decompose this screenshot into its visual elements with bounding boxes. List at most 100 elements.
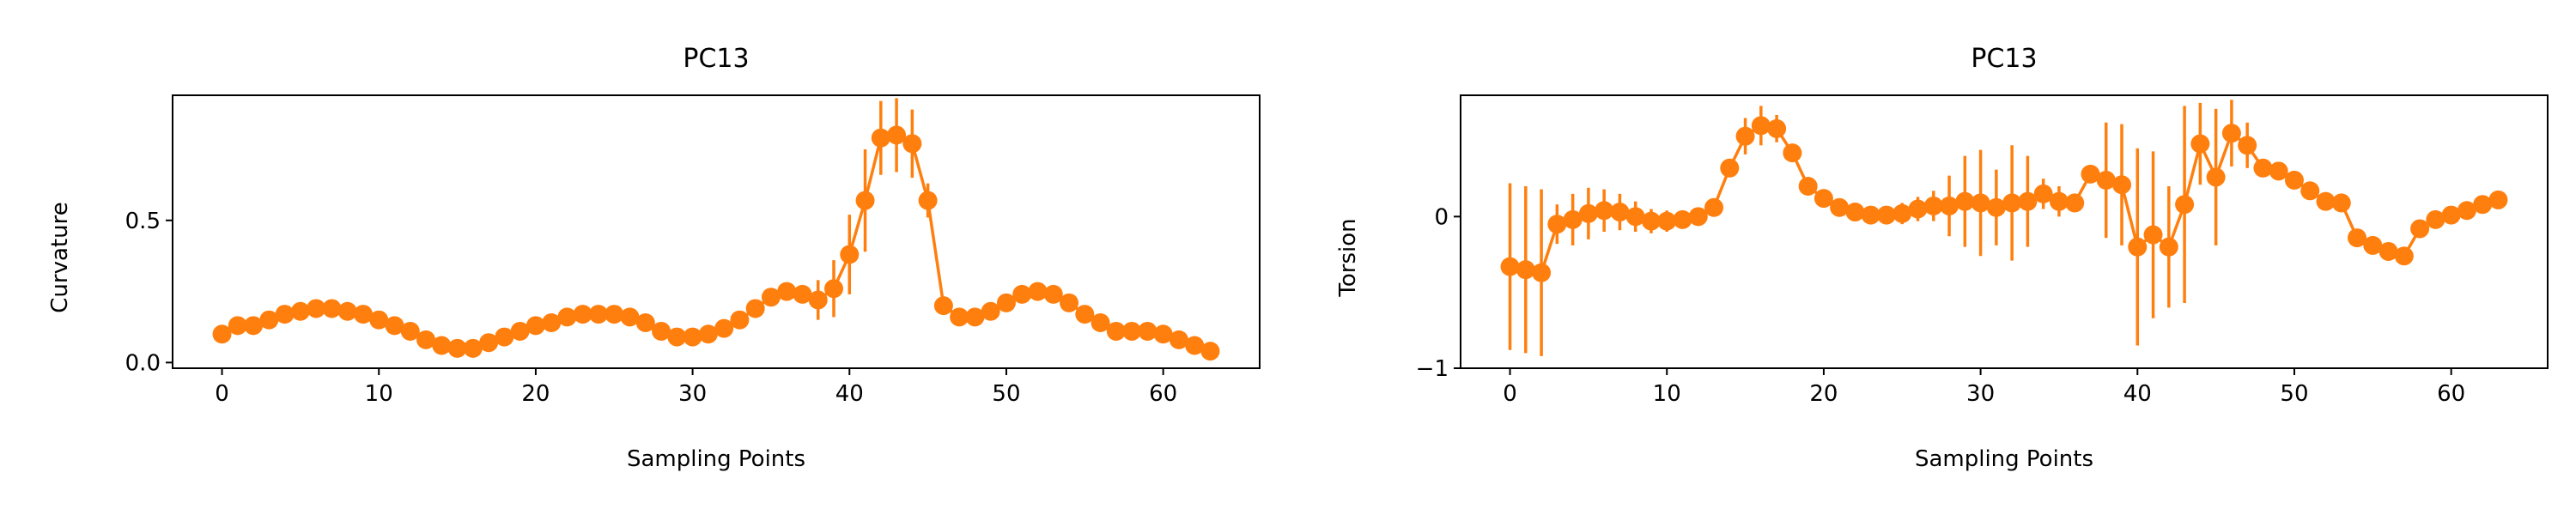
curvature-data-point <box>981 301 1000 321</box>
curvature-data-point <box>1060 293 1079 312</box>
curvature-data-point <box>824 279 844 299</box>
curvature-data-point <box>495 327 514 347</box>
torsion-data-point <box>1500 257 1520 276</box>
torsion-data-point <box>1704 197 1724 217</box>
torsion-data-point <box>1798 177 1818 196</box>
curvature-data-point <box>1122 321 1142 341</box>
curvature-data-point <box>1138 321 1157 341</box>
curvature-data-point <box>432 336 452 355</box>
torsion-x-axis-label: Sampling Points <box>1915 446 2093 472</box>
curvature-data-point <box>212 324 232 344</box>
curvature-data-point <box>1075 305 1095 324</box>
torsion-axis-ticks: 0 10 20 30 40 50 60 −1 0 <box>1416 204 2466 407</box>
curvature-data-point <box>1043 284 1063 304</box>
torsion-x-tick-label: 60 <box>2437 381 2465 407</box>
torsion-data-point <box>2049 191 2069 211</box>
torsion-data-point <box>2441 205 2461 225</box>
torsion-data-point <box>2033 184 2053 203</box>
curvature-data-point <box>275 305 295 324</box>
curvature-data-point <box>385 316 404 336</box>
torsion-data-point <box>2081 164 2100 184</box>
torsion-data-point <box>2457 201 2476 221</box>
curvature-data-point <box>322 299 342 318</box>
curvature-data-point <box>369 310 389 330</box>
curvature-y-tick-label: 0.5 <box>125 209 161 234</box>
torsion-data-point <box>1673 209 1692 229</box>
curvature-data-point <box>933 296 953 316</box>
torsion-data-point <box>1532 263 1552 282</box>
curvature-data-point <box>1185 336 1205 355</box>
curvature-data-point <box>745 299 765 318</box>
curvature-data-point <box>887 125 907 145</box>
torsion-data-point <box>2426 209 2445 229</box>
curvature-data-point <box>808 290 828 310</box>
torsion-data-point <box>1893 203 1912 223</box>
torsion-x-tick-label: 10 <box>1653 381 1681 407</box>
torsion-data-point <box>2363 235 2383 255</box>
torsion-data-point <box>2143 225 2163 245</box>
torsion-subplot: PC13 Sampling Points Torsion 0 10 20 30 40 50… <box>1335 44 2549 472</box>
torsion-data-point <box>1563 209 1583 229</box>
curvature-data-point <box>416 330 436 349</box>
torsion-data-point <box>1547 215 1567 234</box>
curvature-data-point <box>337 301 357 321</box>
torsion-data-point <box>2253 158 2273 178</box>
torsion-x-tick-label: 30 <box>1966 381 1995 407</box>
curvature-data-point <box>683 327 702 347</box>
torsion-data-point <box>1923 196 1943 215</box>
torsion-data-point <box>2112 175 2132 195</box>
curvature-subplot: PC13 Sampling Points Curvature 0 10 20 30 40… <box>47 44 1261 472</box>
torsion-x-tick-label: 20 <box>1809 381 1838 407</box>
torsion-plot-title: PC13 <box>1971 44 2037 74</box>
curvature-data-point <box>652 321 671 341</box>
curvature-data-point <box>620 307 640 327</box>
torsion-data-point <box>1845 203 1865 222</box>
torsion-data-point <box>2394 246 2414 266</box>
torsion-data-point <box>1657 211 1677 231</box>
torsion-data-point <box>1516 260 1535 280</box>
curvature-data-point <box>1028 282 1048 301</box>
torsion-data-point <box>2284 170 2304 190</box>
curvature-data-point <box>353 305 373 324</box>
curvature-y-axis-label: Curvature <box>47 202 73 312</box>
curvature-data-point <box>290 301 310 321</box>
curvature-data-point <box>1200 342 1220 361</box>
torsion-data-point <box>2221 124 2241 143</box>
torsion-data-point <box>2018 191 2038 211</box>
curvature-data-point <box>965 307 985 327</box>
curvature-data-point <box>996 293 1016 312</box>
torsion-data-point <box>2410 219 2430 239</box>
torsion-data-point <box>1578 203 1598 223</box>
torsion-axes-frame <box>1460 94 2549 369</box>
torsion-data-point <box>2175 195 2195 215</box>
torsion-data-point <box>2065 193 2085 213</box>
curvature-data-point <box>793 284 812 304</box>
torsion-markers <box>1500 116 2508 282</box>
curvature-data-point <box>1106 321 1126 341</box>
torsion-data-point <box>1830 197 1850 217</box>
curvature-data-point <box>902 134 922 154</box>
torsion-data-point <box>1955 191 1975 211</box>
curvature-data-point <box>1091 313 1110 332</box>
torsion-data-point <box>1908 199 1928 219</box>
curvature-data-point <box>761 288 781 307</box>
torsion-data-point <box>2128 237 2148 257</box>
torsion-data-point <box>2096 170 2116 190</box>
curvature-markers <box>212 125 1220 361</box>
curvature-data-point <box>259 310 279 330</box>
torsion-data-point <box>1814 189 1833 209</box>
torsion-y-axis-label: Torsion <box>1335 218 1361 297</box>
curvature-y-tick-label: 0.0 <box>125 350 161 376</box>
curvature-axes-frame <box>172 94 1261 369</box>
torsion-data-point <box>1688 207 1708 227</box>
torsion-data-point <box>2002 193 2022 213</box>
torsion-data-point <box>2488 190 2508 209</box>
torsion-data-point <box>1940 196 1959 215</box>
curvature-data-point <box>526 316 545 336</box>
torsion-data-point <box>1783 143 1802 163</box>
curvature-data-point <box>447 338 467 358</box>
curvature-x-tick-label: 50 <box>992 381 1020 407</box>
curvature-data-point <box>698 324 718 344</box>
